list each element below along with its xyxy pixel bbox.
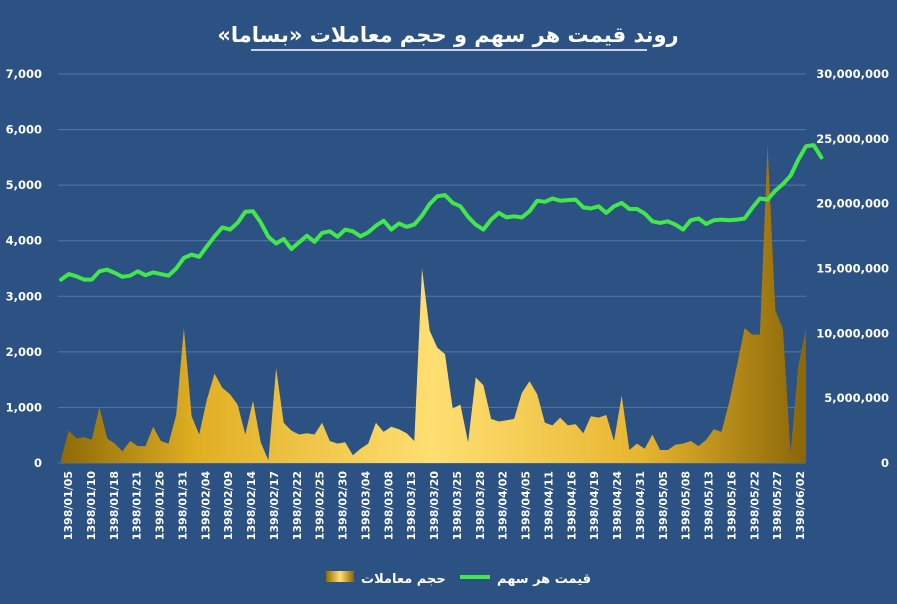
left-tick-label: 7,000 [6,67,42,81]
right-tick-label: 15,000,000 [816,262,889,276]
x-tick-label: 1398/01/05 [62,471,75,540]
left-tick-label: 3,000 [6,289,42,303]
x-tick-label: 1398/05/05 [657,471,670,540]
x-tick-label: 1398/05/13 [703,471,716,540]
left-tick-label: 4,000 [6,234,42,248]
x-tick-label: 1398/04/11 [542,471,555,540]
legend-swatch-volume [326,571,354,582]
right-tick-label: 0 [881,456,889,470]
x-tick-label: 1398/04/24 [611,471,624,541]
left-axis-ticks: 0 1,000 2,000 3,000 4,000 5,000 6,000 7,000 [6,67,42,470]
x-tick-label: 1398/05/16 [725,471,738,541]
x-tick-label: 1398/02/09 [222,471,235,540]
right-axis-ticks: 0 5,000,000 10,000,000 15,000,000 20,000,000… [816,67,889,470]
x-tick-label: 1398/03/20 [428,471,441,541]
x-tick-label: 1398/03/04 [359,471,372,541]
x-tick-label: 1398/01/31 [176,471,189,540]
x-tick-label: 1398/01/26 [154,471,167,541]
x-tick-label: 1398/05/27 [771,471,784,540]
x-tick-label: 1398/03/13 [405,471,418,540]
x-tick-label: 1398/02/17 [268,471,281,540]
right-tick-label: 10,000,000 [816,326,889,340]
x-tick-label: 1398/02/22 [291,471,304,540]
x-tick-label: 1398/01/18 [108,471,121,540]
x-tick-label: 1398/01/21 [131,471,144,540]
x-tick-label: 1398/03/08 [382,471,395,540]
x-tick-label: 1398/04/05 [520,471,533,540]
left-tick-label: 2,000 [6,345,42,359]
right-tick-label: 30,000,000 [816,67,889,81]
x-tick-label: 1398/04/19 [588,471,601,540]
x-tick-label: 1398/04/02 [497,471,510,540]
x-axis-ticks: 1398/01/05 1398/01/10 1398/01/18 1398/01/21… [62,471,807,541]
x-tick-label: 1398/02/25 [314,471,327,540]
x-tick-label: 1398/04/16 [565,471,578,541]
right-tick-label: 5,000,000 [824,391,889,405]
plot-area [59,143,824,464]
x-tick-label: 1398/01/10 [85,471,98,541]
legend-label-price: قیمت هر سهم [497,572,591,587]
x-tick-label: 1398/02/14 [245,471,258,541]
x-tick-label: 1398/05/08 [680,471,693,540]
left-tick-label: 1,000 [6,400,42,414]
left-tick-label: 5,000 [6,178,42,192]
right-tick-label: 20,000,000 [816,197,889,211]
left-tick-label: 6,000 [6,123,42,137]
x-tick-label: 1398/03/25 [451,471,464,540]
price-line [59,143,824,282]
chart-title: روند قیمت هر سهم و حجم معاملات «بساما» [217,23,678,47]
x-tick-label: 1398/02/04 [199,471,212,541]
x-tick-label: 1398/05/22 [748,471,761,540]
legend-label-volume: حجم معاملات [361,572,446,587]
volume-area [61,145,806,464]
legend: حجم معاملات قیمت هر سهم [326,571,591,587]
left-tick-label: 0 [34,456,42,470]
right-tick-label: 25,000,000 [816,132,889,146]
x-tick-label: 1398/02/30 [337,471,350,541]
x-tick-label: 1398/06/02 [794,471,807,540]
x-tick-label: 1398/04/31 [634,471,647,540]
x-tick-label: 1398/03/28 [474,471,487,540]
